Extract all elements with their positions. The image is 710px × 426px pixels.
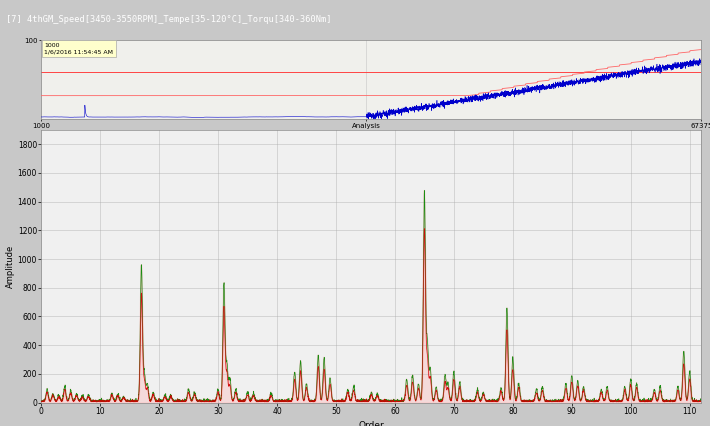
Text: 1000
1/6/2016 11:54:45 AM: 1000 1/6/2016 11:54:45 AM bbox=[45, 43, 114, 55]
Y-axis label: Amplitude: Amplitude bbox=[6, 245, 15, 288]
X-axis label: Order: Order bbox=[359, 421, 384, 426]
Text: [7] 4thGM_Speed[3450-3550RPM]_Tempe[35-120°C]_Torqu[340-360Nm]: [7] 4thGM_Speed[3450-3550RPM]_Tempe[35-1… bbox=[6, 15, 331, 24]
